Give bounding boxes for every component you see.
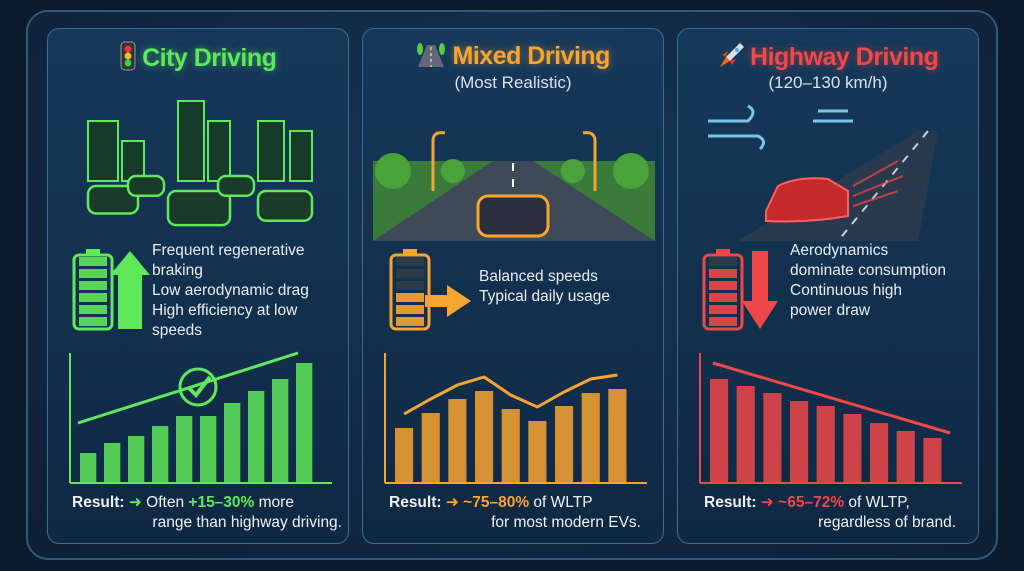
bar bbox=[421, 413, 440, 483]
result-highlight: +15–30% bbox=[188, 494, 255, 511]
bar bbox=[152, 426, 169, 483]
panel-subtitle: (120–130 km/h) bbox=[768, 73, 888, 92]
bar bbox=[896, 431, 915, 483]
feature-list: Balanced speeds Typical daily usage bbox=[479, 267, 610, 307]
feature-line: High efficiency at low bbox=[152, 302, 298, 319]
bar bbox=[501, 409, 520, 483]
trend-arrow bbox=[403, 373, 618, 416]
road-icon bbox=[416, 42, 446, 70]
feature-line: dominate consumption bbox=[790, 262, 946, 279]
trend-arrow bbox=[712, 361, 951, 435]
panel-title: City Driving bbox=[48, 41, 348, 73]
trend-bar-chart bbox=[384, 353, 647, 484]
bar bbox=[608, 389, 627, 483]
battery-up-icon bbox=[72, 249, 150, 331]
result-text: Result: ➜ Often +15–30% more range than … bbox=[72, 493, 342, 533]
bar bbox=[104, 443, 121, 483]
panel-mixed: Mixed Driving (Most Realistic) Balanced … bbox=[362, 28, 664, 544]
bar bbox=[128, 436, 145, 483]
arrow-right-icon: ➜ bbox=[128, 494, 142, 511]
result-line2: range than highway driving. bbox=[152, 514, 342, 531]
bar bbox=[80, 453, 97, 483]
bar bbox=[395, 428, 414, 483]
bar bbox=[710, 379, 729, 483]
city-traffic-illustration bbox=[86, 100, 314, 227]
bar bbox=[176, 416, 193, 483]
panel-title: Highway Driving bbox=[678, 41, 978, 72]
feature-line: Frequent regenerative bbox=[152, 242, 305, 259]
bar bbox=[200, 416, 217, 483]
result-highlight: ~75–80% bbox=[463, 494, 530, 511]
bar bbox=[923, 438, 942, 483]
bar bbox=[272, 379, 289, 483]
highway-car-illustration bbox=[708, 104, 938, 241]
bar bbox=[555, 406, 574, 483]
trend-bar-chart bbox=[69, 351, 332, 484]
bar bbox=[296, 363, 313, 483]
bar bbox=[528, 421, 547, 483]
result-label: Result: bbox=[72, 494, 125, 511]
bar bbox=[448, 399, 467, 483]
result-suffix: more bbox=[254, 494, 294, 511]
traffic-light-icon bbox=[120, 41, 136, 72]
panel-city: City Driving Frequent regenerative brakin… bbox=[47, 28, 349, 544]
check-icon bbox=[178, 367, 218, 407]
bar bbox=[581, 393, 600, 483]
panel-title: Mixed Driving bbox=[363, 41, 663, 71]
feature-list: Frequent regenerative braking Low aerodyna… bbox=[152, 241, 309, 341]
bar bbox=[843, 414, 862, 483]
arrow-right-icon: ➜ bbox=[760, 494, 774, 511]
trend-bar-chart bbox=[699, 353, 962, 484]
result-suffix: of WLTP, bbox=[844, 494, 910, 511]
result-label: Result: bbox=[389, 494, 442, 511]
battery-down-icon bbox=[702, 249, 778, 331]
feature-line: braking bbox=[152, 262, 203, 279]
feature-line: Aerodynamics bbox=[790, 242, 889, 259]
bar bbox=[736, 386, 755, 483]
bar bbox=[790, 401, 809, 483]
arrow-right-icon: ➜ bbox=[445, 494, 459, 511]
bar bbox=[475, 391, 494, 483]
rocket-icon bbox=[718, 43, 744, 71]
feature-line: Balanced speeds bbox=[479, 268, 598, 285]
bar bbox=[816, 406, 835, 483]
result-label: Result: bbox=[704, 494, 757, 511]
result-line2: for most modern EVs. bbox=[491, 514, 641, 531]
feature-line: Low aerodynamic drag bbox=[152, 282, 309, 299]
result-suffix: of WLTP bbox=[529, 494, 593, 511]
result-highlight: ~65–72% bbox=[778, 494, 845, 511]
bar bbox=[248, 391, 265, 483]
feature-line: speeds bbox=[152, 322, 202, 339]
result-line2: regardless of brand. bbox=[818, 514, 956, 531]
bar bbox=[870, 423, 889, 483]
panel-subtitle: (Most Realistic) bbox=[454, 73, 572, 92]
bar bbox=[763, 393, 782, 483]
panel-highway: Highway Driving (120–130 km/h) Aerodynam… bbox=[677, 28, 979, 544]
battery-side-icon bbox=[389, 249, 471, 331]
bar bbox=[224, 403, 241, 483]
result-prefix: Often bbox=[146, 494, 189, 511]
result-text: Result: ➜ ~75–80% of WLTP for most moder… bbox=[389, 493, 641, 533]
feature-line: Typical daily usage bbox=[479, 288, 610, 305]
tree-lined-road-illustration bbox=[373, 131, 655, 241]
feature-line: Continuous high bbox=[790, 282, 903, 299]
feature-list: Aerodynamics dominate consumption Continuo… bbox=[790, 241, 946, 321]
result-text: Result: ➜ ~65–72% of WLTP, regardless of… bbox=[704, 493, 956, 533]
feature-line: power draw bbox=[790, 302, 871, 319]
